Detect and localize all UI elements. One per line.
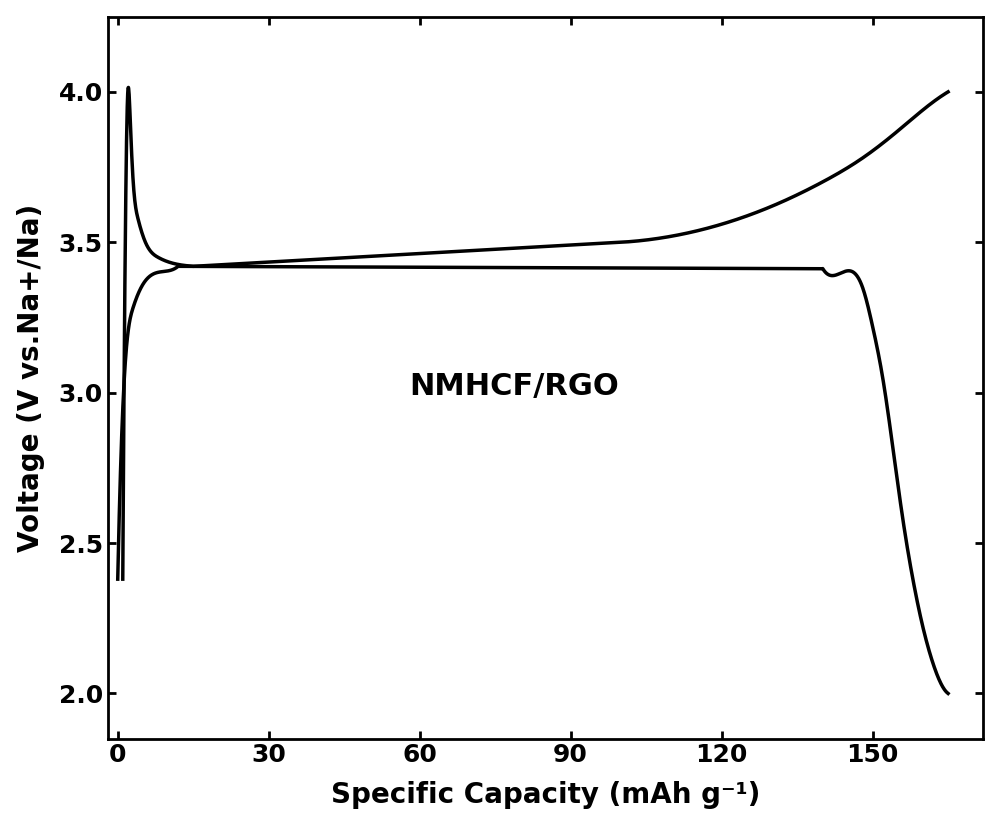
Y-axis label: Voltage (V vs.Na+/Na): Voltage (V vs.Na+/Na) [17, 203, 45, 552]
Text: NMHCF/RGO: NMHCF/RGO [410, 373, 619, 401]
X-axis label: Specific Capacity (mAh g⁻¹): Specific Capacity (mAh g⁻¹) [331, 781, 760, 809]
